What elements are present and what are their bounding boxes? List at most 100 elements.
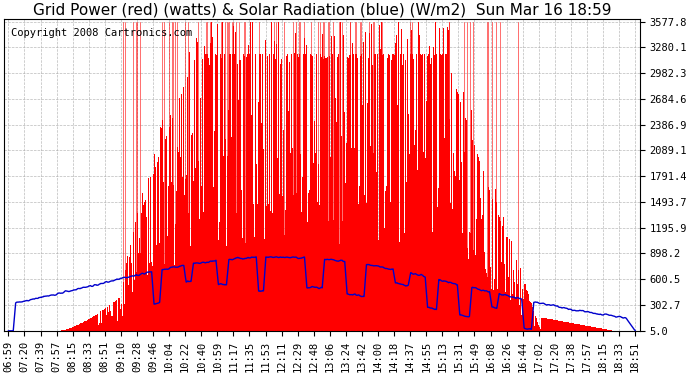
Bar xyxy=(386,186,387,331)
Bar xyxy=(119,298,120,331)
Bar xyxy=(493,290,494,331)
Bar xyxy=(435,21,436,331)
Bar xyxy=(78,325,79,331)
Bar xyxy=(488,214,489,331)
Bar xyxy=(437,239,438,331)
Bar xyxy=(62,330,63,331)
Bar xyxy=(469,231,470,331)
Bar xyxy=(102,310,103,331)
Bar xyxy=(573,324,575,331)
Bar xyxy=(249,54,250,331)
Bar xyxy=(394,55,395,331)
Bar xyxy=(124,304,125,331)
Bar xyxy=(271,21,272,331)
Bar xyxy=(587,326,588,331)
Bar xyxy=(523,299,524,331)
Bar xyxy=(608,330,609,331)
Bar xyxy=(221,57,222,331)
Bar xyxy=(204,46,205,331)
Bar xyxy=(385,191,386,331)
Bar xyxy=(510,300,511,331)
Bar xyxy=(161,220,162,331)
Bar xyxy=(104,309,105,331)
Bar xyxy=(367,104,368,331)
Bar xyxy=(191,135,193,331)
Bar xyxy=(183,87,184,331)
Bar xyxy=(281,59,282,331)
Bar xyxy=(125,300,126,331)
Bar xyxy=(262,54,263,331)
Bar xyxy=(253,204,254,331)
Bar xyxy=(602,329,603,331)
Bar xyxy=(365,32,366,331)
Bar xyxy=(422,54,423,331)
Bar xyxy=(272,213,273,331)
Bar xyxy=(130,245,131,331)
Bar xyxy=(505,291,506,331)
Bar xyxy=(456,89,457,331)
Bar xyxy=(162,120,164,331)
Bar xyxy=(578,324,580,331)
Bar xyxy=(291,54,292,331)
Bar xyxy=(117,321,118,331)
Bar xyxy=(491,196,493,331)
Bar xyxy=(77,325,78,331)
Bar xyxy=(560,321,561,331)
Bar xyxy=(250,21,251,331)
Bar xyxy=(61,330,62,331)
Bar xyxy=(174,265,175,331)
Bar xyxy=(334,36,335,331)
Bar xyxy=(94,316,95,331)
Bar xyxy=(137,260,139,331)
Bar xyxy=(156,245,157,331)
Bar xyxy=(372,235,373,331)
Bar xyxy=(173,185,174,331)
Bar xyxy=(132,232,134,331)
Bar xyxy=(363,42,364,331)
Bar xyxy=(525,284,526,331)
Bar xyxy=(72,327,73,331)
Bar xyxy=(480,198,481,331)
Bar xyxy=(180,157,181,331)
Bar xyxy=(512,244,513,331)
Bar xyxy=(219,216,220,331)
Bar xyxy=(358,204,359,331)
Bar xyxy=(87,320,88,331)
Bar xyxy=(205,54,206,331)
Bar xyxy=(396,35,397,331)
Bar xyxy=(483,171,484,331)
Bar xyxy=(316,54,317,331)
Bar xyxy=(277,55,278,331)
Bar xyxy=(398,21,399,331)
Bar xyxy=(307,222,308,331)
Bar xyxy=(455,176,456,331)
Bar xyxy=(335,98,336,331)
Bar xyxy=(454,171,455,331)
Bar xyxy=(498,215,499,331)
Bar xyxy=(555,320,556,331)
Bar xyxy=(185,179,186,331)
Bar xyxy=(484,252,485,331)
Bar xyxy=(475,255,476,331)
Bar xyxy=(294,22,295,331)
Bar xyxy=(193,181,194,331)
Bar xyxy=(511,242,512,331)
Bar xyxy=(209,64,210,331)
Bar xyxy=(562,321,563,331)
Bar xyxy=(467,248,469,331)
Bar xyxy=(446,211,447,331)
Bar xyxy=(539,327,540,331)
Bar xyxy=(355,55,357,331)
Bar xyxy=(366,203,367,331)
Bar xyxy=(116,300,117,331)
Bar xyxy=(179,98,180,331)
Bar xyxy=(576,324,577,331)
Bar xyxy=(569,322,570,331)
Bar xyxy=(148,178,149,331)
Bar xyxy=(400,54,401,331)
Bar xyxy=(103,310,104,331)
Bar xyxy=(280,64,281,331)
Bar xyxy=(232,51,233,331)
Bar xyxy=(590,326,591,331)
Bar xyxy=(414,145,415,331)
